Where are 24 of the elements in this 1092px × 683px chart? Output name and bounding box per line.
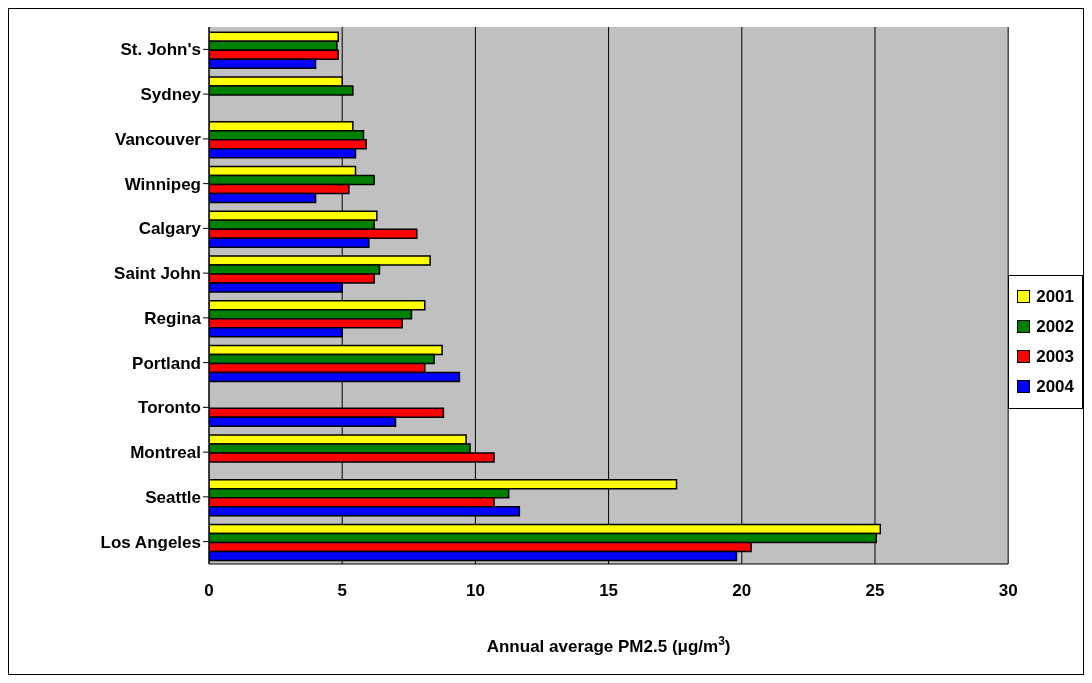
y-tick-label: Montreal	[130, 443, 201, 463]
x-tick-label: 5	[337, 581, 347, 601]
y-tick-label: Vancouver	[115, 129, 202, 149]
x-tick-label: 15	[599, 581, 619, 601]
y-tick-label: Seattle	[145, 487, 201, 507]
y-tick-label: Winnipeg	[124, 174, 201, 194]
y-tick-label: Los Angeles	[100, 532, 201, 552]
y-tick-label: Sydney	[140, 85, 202, 105]
x-tick-label: 25	[865, 581, 885, 601]
x-tick-label: 20	[732, 581, 752, 601]
legend-label: 2001	[1035, 285, 1074, 308]
legend-label: 2003	[1035, 345, 1074, 368]
legend-label: 2004	[1035, 375, 1074, 398]
x-tick-label: 10	[465, 581, 485, 601]
legend-label: 2002	[1035, 315, 1074, 338]
y-tick-label: Saint John	[114, 264, 201, 284]
x-tick-label: 0	[204, 581, 214, 601]
y-tick-label: Regina	[144, 308, 202, 328]
y-tick-label: Calgary	[138, 219, 202, 239]
y-tick-label: St. John's	[120, 40, 201, 60]
x-tick-label: 30	[998, 581, 1018, 601]
y-tick-label: Portland	[132, 353, 201, 373]
y-tick-label: Toronto	[138, 398, 201, 418]
x-axis-title: Annual average PM2.5 (μg/m$^{3}$)	[486, 634, 731, 656]
